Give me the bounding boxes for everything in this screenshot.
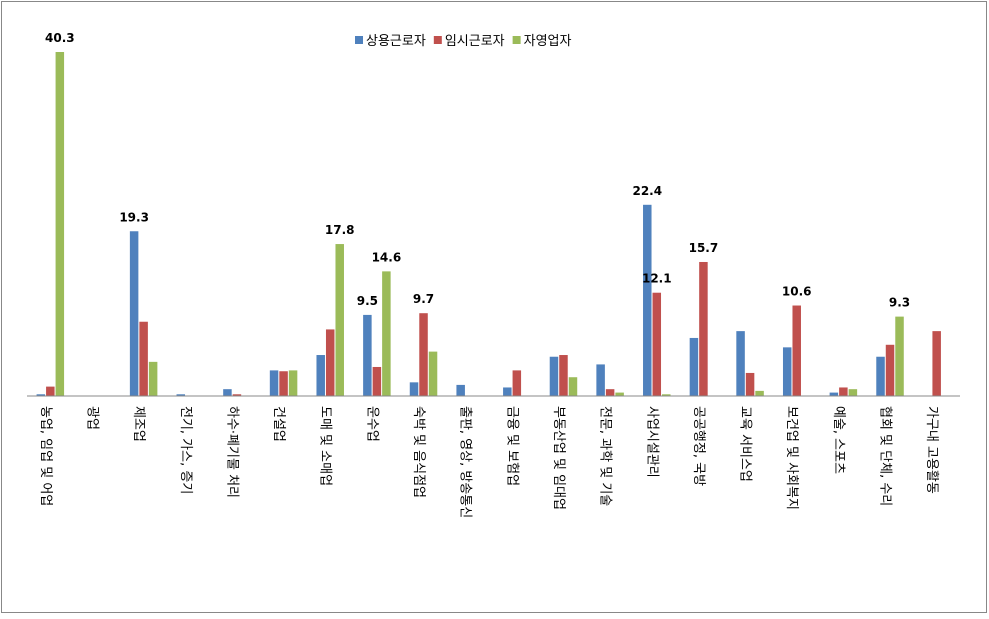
x-tick-label: 광업 [84, 406, 99, 430]
bar [316, 355, 325, 396]
legend-label: 상용근로자 [366, 34, 426, 49]
data-label: 15.7 [689, 241, 719, 255]
x-tick-label: 출판, 영상, 방송통신 [458, 406, 473, 518]
bar [568, 377, 578, 396]
x-tick-label: 보건업 및 사회복지 [784, 406, 799, 510]
bar [176, 394, 186, 396]
data-label: 14.6 [372, 250, 402, 264]
bar [503, 387, 512, 396]
bar [148, 361, 158, 396]
bar [662, 394, 671, 396]
x-tick-label: 전기, 가스, 증기 [178, 406, 193, 494]
bar [223, 389, 232, 396]
x-tick-label: 부동산업 및 임대업 [551, 406, 566, 510]
bar [129, 231, 139, 396]
bar [689, 337, 699, 396]
bar [615, 392, 624, 396]
bar [792, 305, 801, 396]
legend-label: 임시근로자 [445, 34, 505, 49]
x-tick-label: 예술, 스포츠 [831, 406, 846, 474]
x-tick-label: 협회 및 단체, 수리 [878, 406, 893, 506]
bar [36, 394, 46, 396]
bar [652, 292, 662, 396]
x-tick-label: 교육 서비스업 [738, 406, 753, 482]
bar [559, 355, 568, 396]
bar [139, 321, 148, 396]
bar [782, 347, 792, 396]
x-tick-label: 가구내 고용활동 [924, 406, 939, 494]
bar [745, 372, 755, 396]
bar [409, 382, 419, 396]
legend-swatch [355, 36, 363, 44]
data-label: 40.3 [45, 31, 75, 45]
x-tick-label: 운수업 [364, 406, 379, 442]
bar [335, 244, 344, 396]
data-label: 10.6 [782, 285, 812, 299]
x-tick-label: 제조업 [131, 406, 146, 442]
x-tick-label: 금융 및 보험업 [504, 406, 519, 486]
x-tick-label: 건설업 [271, 406, 286, 442]
data-label: 22.4 [632, 184, 662, 198]
legend-label: 자영업자 [524, 34, 572, 49]
bar [456, 384, 465, 396]
bar [755, 390, 764, 396]
x-tick-label: 하수·폐기물 처리 [224, 406, 239, 498]
bar [288, 370, 298, 396]
data-label: 17.8 [325, 223, 355, 237]
bar [372, 366, 382, 396]
bar [848, 389, 858, 396]
x-tick-label: 사업시설관리 [644, 406, 659, 478]
x-tick-label: 농업, 임업 및 어업 [38, 406, 53, 506]
bar [269, 370, 279, 396]
bar [428, 351, 438, 396]
data-label: 9.7 [413, 292, 434, 306]
bar [643, 204, 652, 396]
x-tick-label: 공공행정, 국방 [691, 406, 707, 486]
bar [419, 313, 428, 396]
bar [232, 394, 242, 396]
bar [829, 392, 839, 396]
bar [885, 344, 895, 396]
bar [549, 356, 559, 396]
data-label: 12.1 [642, 272, 672, 286]
bar [605, 389, 615, 396]
bar [279, 371, 288, 396]
data-label: 19.3 [119, 210, 149, 224]
bar [895, 316, 904, 396]
x-tick-label: 도매 및 소매업 [318, 406, 333, 486]
legend-swatch [512, 36, 521, 44]
bar [512, 370, 522, 396]
bar [325, 329, 335, 396]
bar [876, 356, 885, 396]
bar [839, 387, 848, 396]
bar [699, 261, 708, 396]
bar [596, 364, 605, 396]
data-label: 9.5 [357, 294, 378, 308]
data-label: 9.3 [889, 296, 910, 310]
x-tick-label: 전문, 과학 및 기술 [598, 406, 613, 506]
x-tick-label: 숙박 및 음식점업 [411, 406, 426, 498]
bar [55, 52, 65, 396]
legend-swatch [433, 36, 442, 44]
bar [382, 271, 391, 396]
bar [736, 331, 745, 396]
bar [363, 314, 372, 396]
bar [46, 386, 55, 396]
bar [932, 331, 941, 396]
